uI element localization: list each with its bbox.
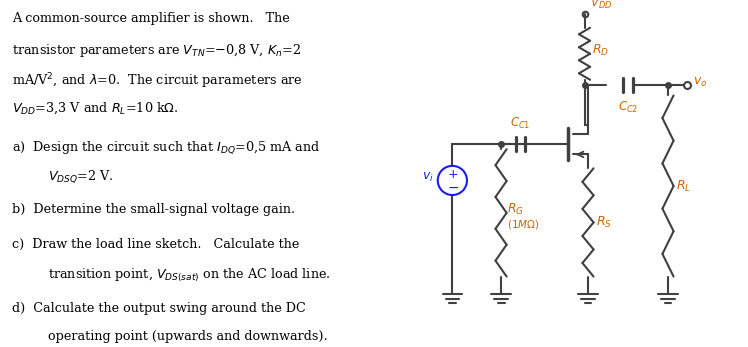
- Text: $V_{DD}$: $V_{DD}$: [589, 0, 612, 11]
- Text: $v_o$: $v_o$: [693, 76, 708, 89]
- Text: mA/V$^2$, and $\lambda$=0.  The circuit parameters are: mA/V$^2$, and $\lambda$=0. The circuit p…: [12, 71, 303, 91]
- Text: transition point, $V_{DS(sat)}$ on the AC load line.: transition point, $V_{DS(sat)}$ on the A…: [48, 267, 331, 285]
- Text: transistor parameters are $V_{TN}$=−0,8 V, $K_n$=2: transistor parameters are $V_{TN}$=−0,8 …: [12, 42, 301, 59]
- Text: $-$: $-$: [447, 180, 459, 194]
- Text: d)  Calculate the output swing around the DC: d) Calculate the output swing around the…: [12, 302, 306, 315]
- Text: $v_i$: $v_i$: [423, 170, 435, 184]
- Text: $R_D$: $R_D$: [592, 43, 609, 58]
- Text: c)  Draw the load line sketch.   Calculate the: c) Draw the load line sketch. Calculate …: [12, 238, 299, 251]
- Text: $V_{DD}$=3,3 V and $R_L$=10 k$\Omega$.: $V_{DD}$=3,3 V and $R_L$=10 k$\Omega$.: [12, 101, 179, 116]
- Text: $R_L$: $R_L$: [675, 179, 690, 194]
- Text: $V_{DSQ}$=2 V.: $V_{DSQ}$=2 V.: [48, 168, 114, 185]
- Text: b)  Determine the small-signal voltage gain.: b) Determine the small-signal voltage ga…: [12, 203, 295, 216]
- Text: $C_{C2}$: $C_{C2}$: [618, 100, 638, 115]
- Text: $C_{C1}$: $C_{C1}$: [510, 116, 530, 131]
- Text: operating point (upwards and downwards).: operating point (upwards and downwards).: [48, 330, 328, 343]
- Text: $R_G$: $R_G$: [507, 202, 524, 217]
- Text: +: +: [448, 168, 459, 181]
- Text: $(1M\Omega)$: $(1M\Omega)$: [507, 218, 540, 231]
- Text: $R_S$: $R_S$: [595, 214, 612, 230]
- Text: a)  Design the circuit such that $I_{DQ}$=0,5 mA and: a) Design the circuit such that $I_{DQ}$…: [12, 139, 321, 155]
- Text: A common-source amplifier is shown.   The: A common-source amplifier is shown. The: [12, 12, 289, 25]
